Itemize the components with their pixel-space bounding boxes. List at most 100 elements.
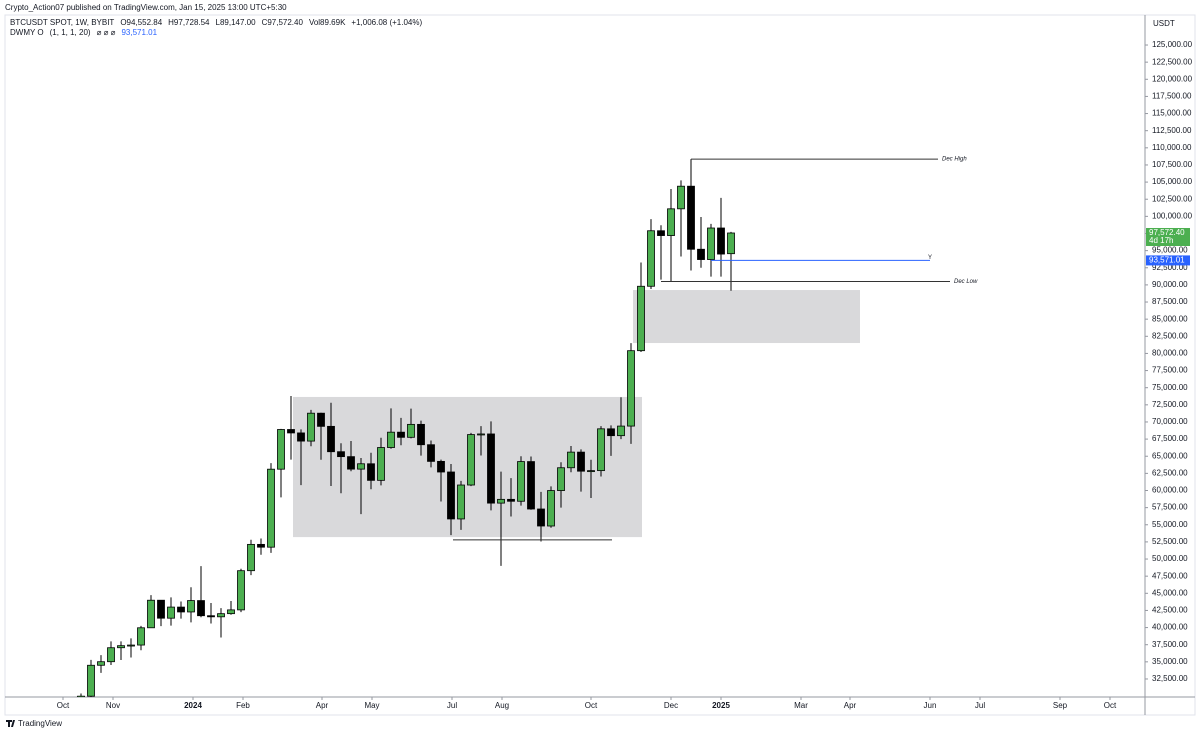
candle-body	[687, 185, 695, 250]
candle-body	[727, 232, 735, 255]
candle-body	[137, 627, 145, 646]
candle-body	[517, 461, 525, 502]
candle-body	[437, 460, 445, 473]
currency-label: USDT	[1153, 19, 1175, 28]
y-tick-label: 65,000.00	[1152, 451, 1188, 460]
y-tick-label: 57,500.00	[1152, 503, 1188, 512]
last-price-box	[1146, 227, 1190, 246]
x-tick-label: Apr	[316, 701, 329, 710]
candle-body	[357, 463, 365, 470]
x-tick-label: 2024	[184, 701, 202, 710]
x-tick-label: Jul	[447, 701, 457, 710]
header-item: +1,006.08 (+1.04%)	[351, 18, 423, 27]
candle-body	[447, 471, 455, 520]
candle-body	[117, 645, 125, 649]
plot-area	[77, 158, 950, 697]
y-tick-label: 125,000.00	[1152, 40, 1193, 49]
level-label: Dec High	[942, 157, 967, 163]
header-item: BTCUSDT SPOT, 1W, BYBIT	[10, 18, 115, 27]
candle-body	[707, 227, 715, 260]
candle-body	[507, 498, 515, 502]
candle-body	[97, 661, 105, 666]
candle-body	[387, 431, 395, 448]
candle-body	[667, 208, 675, 236]
y-tick-label: 120,000.00	[1152, 74, 1193, 83]
y-tick-label: 112,500.00	[1152, 126, 1192, 135]
candle-body	[227, 609, 235, 615]
x-tick-label: Oct	[1104, 701, 1117, 710]
x-tick-label: Jun	[924, 701, 937, 710]
candle-body	[457, 484, 465, 520]
y-tick-label: 87,500.00	[1152, 297, 1188, 306]
y-tick-label: 90,000.00	[1152, 280, 1188, 289]
y-tick-label: 67,500.00	[1152, 434, 1188, 443]
candle-body	[147, 599, 155, 629]
x-tick-label: Dec	[664, 701, 678, 710]
last-price-label: 97,572.40	[1149, 228, 1185, 237]
indicator-price-box	[1146, 255, 1190, 266]
y-tick-label: 75,000.00	[1152, 383, 1188, 392]
header-item: O94,552.84	[120, 18, 163, 27]
x-tick-label: Mar	[794, 701, 808, 710]
x-tick-label: Nov	[106, 701, 120, 710]
candle-body	[497, 498, 505, 504]
x-tick-label: Apr	[844, 701, 857, 710]
indicator-price-label: 93,571.01	[1149, 256, 1185, 265]
candle-body	[407, 423, 415, 438]
candle-body	[587, 470, 595, 473]
candle-body	[107, 647, 115, 663]
candle-body	[597, 428, 605, 472]
y-tick-label: 115,000.00	[1152, 109, 1192, 118]
indicator-line: DWMY O (1, 1, 1, 20) ⌀ ⌀ ⌀ 93,571.01	[10, 28, 163, 37]
candle-body	[677, 185, 685, 210]
candle-body	[317, 412, 325, 427]
y-tick-label: 37,500.00	[1152, 640, 1188, 649]
level-label: Dec Low	[954, 279, 978, 285]
candle-body	[237, 570, 245, 611]
candle-body	[417, 423, 425, 446]
candle-body	[257, 543, 265, 548]
candle-body	[297, 432, 305, 442]
countdown-label: 4d 17h	[1149, 236, 1173, 245]
candle-body	[717, 227, 725, 255]
candle-body	[547, 490, 555, 527]
candle-body	[527, 461, 535, 510]
candle-body	[567, 451, 575, 469]
y-tick-label: 40,000.00	[1152, 623, 1188, 632]
candle-body	[307, 412, 315, 442]
candle-body	[467, 434, 475, 486]
y-tick-label: 102,500.00	[1152, 194, 1193, 203]
candle-body	[347, 456, 355, 470]
candle-body	[77, 695, 85, 697]
y-tick-label: 105,000.00	[1152, 177, 1193, 186]
y-tick-label: 62,500.00	[1152, 468, 1188, 477]
candle-body	[177, 606, 185, 613]
candle-body	[697, 248, 705, 260]
header-item: C97,572.40	[261, 18, 303, 27]
range-box	[633, 290, 860, 344]
candle-body	[487, 433, 495, 504]
top-bar: Crypto_Action07 published on TradingView…	[5, 3, 287, 12]
logo-text: TradingView	[18, 719, 62, 728]
header-item: Vol89.69K	[308, 18, 346, 27]
x-tick-label: Feb	[236, 701, 250, 710]
candle-body	[127, 644, 135, 647]
y-tick-label: 45,000.00	[1152, 588, 1188, 597]
candle-body	[187, 600, 195, 613]
candle-body	[637, 285, 645, 352]
candle-body	[367, 463, 375, 481]
x-tick-label: 2025	[712, 701, 730, 710]
candle-body	[287, 429, 295, 434]
candle-body	[617, 425, 625, 437]
candle-body	[337, 451, 345, 458]
y-tick-label: 42,500.00	[1152, 606, 1188, 615]
candle-body	[267, 468, 275, 548]
y-tick-label: 52,500.00	[1152, 537, 1188, 546]
y-tick-label: 47,500.00	[1152, 571, 1188, 580]
y-tick-label: 55,000.00	[1152, 520, 1188, 529]
candle-body	[577, 451, 585, 472]
candle-body	[537, 508, 545, 527]
header-item: H97,728.54	[168, 18, 210, 27]
